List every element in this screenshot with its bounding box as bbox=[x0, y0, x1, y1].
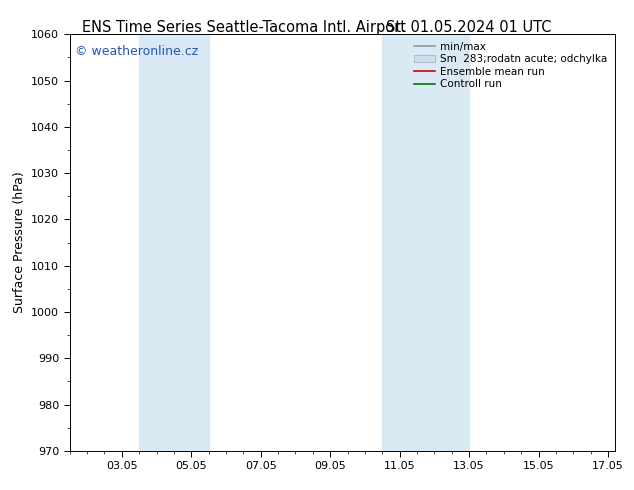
Bar bbox=[382, 34, 469, 451]
Text: © weatheronline.cz: © weatheronline.cz bbox=[75, 45, 198, 58]
Y-axis label: Surface Pressure (hPa): Surface Pressure (hPa) bbox=[13, 172, 25, 314]
Legend: min/max, Sm  283;rodatn acute; odchylka, Ensemble mean run, Controll run: min/max, Sm 283;rodatn acute; odchylka, … bbox=[412, 40, 610, 92]
Bar bbox=[139, 34, 209, 451]
Text: ENS Time Series Seattle-Tacoma Intl. Airport: ENS Time Series Seattle-Tacoma Intl. Air… bbox=[82, 20, 406, 35]
Text: St. 01.05.2024 01 UTC: St. 01.05.2024 01 UTC bbox=[386, 20, 552, 35]
